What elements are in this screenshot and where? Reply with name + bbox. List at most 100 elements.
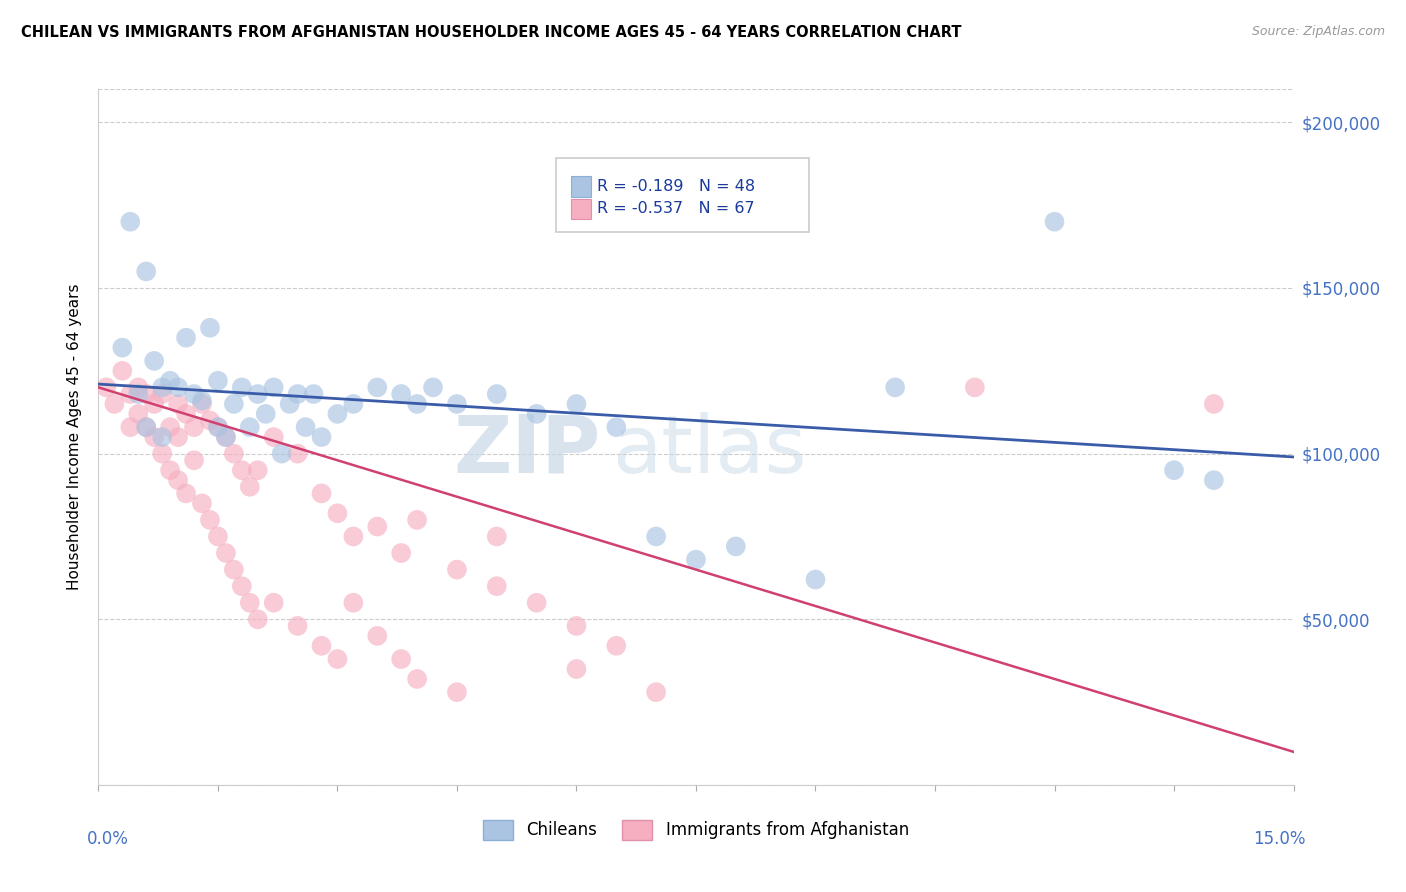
Text: R = -0.537   N = 67: R = -0.537 N = 67	[598, 202, 755, 217]
Text: 15.0%: 15.0%	[1253, 830, 1306, 848]
Point	[207, 374, 229, 388]
Point	[406, 513, 429, 527]
Point	[311, 639, 333, 653]
Point	[270, 447, 292, 461]
Point	[183, 387, 205, 401]
Point	[167, 380, 190, 394]
Point	[231, 380, 253, 394]
Point	[120, 420, 142, 434]
Point	[287, 619, 309, 633]
Point	[239, 480, 262, 494]
Point	[135, 387, 157, 401]
Point	[278, 397, 301, 411]
Point	[446, 563, 468, 577]
Point	[254, 407, 277, 421]
Point	[485, 579, 508, 593]
Text: 0.0%: 0.0%	[87, 830, 128, 848]
Point	[120, 387, 142, 401]
Point	[287, 447, 309, 461]
Point	[406, 672, 429, 686]
Point	[565, 619, 588, 633]
Point	[1043, 215, 1066, 229]
Point	[143, 397, 166, 411]
Point	[183, 453, 205, 467]
Point	[366, 519, 388, 533]
Point	[311, 486, 333, 500]
Point	[389, 546, 412, 560]
Point	[167, 430, 190, 444]
Point	[135, 264, 157, 278]
Point	[366, 380, 388, 394]
Point	[526, 596, 548, 610]
Point	[246, 387, 269, 401]
Point	[239, 596, 262, 610]
Point	[526, 407, 548, 421]
Point	[159, 463, 181, 477]
Point	[198, 413, 221, 427]
Point	[685, 552, 707, 566]
Point	[342, 397, 364, 411]
Point	[167, 473, 190, 487]
Point	[207, 529, 229, 543]
Point	[120, 215, 142, 229]
Point	[198, 513, 221, 527]
Point	[804, 573, 827, 587]
Point	[103, 397, 125, 411]
Point	[645, 685, 668, 699]
Point	[326, 407, 349, 421]
Point	[215, 430, 238, 444]
Point	[311, 430, 333, 444]
Point	[342, 529, 364, 543]
Point	[287, 387, 309, 401]
Point	[1202, 397, 1225, 411]
Point	[127, 387, 149, 401]
Text: ZIP: ZIP	[453, 412, 600, 490]
Point	[150, 447, 173, 461]
Text: R = -0.189   N = 48: R = -0.189 N = 48	[598, 179, 755, 194]
Point	[174, 486, 197, 500]
Point	[150, 430, 173, 444]
Text: CHILEAN VS IMMIGRANTS FROM AFGHANISTAN HOUSEHOLDER INCOME AGES 45 - 64 YEARS COR: CHILEAN VS IMMIGRANTS FROM AFGHANISTAN H…	[21, 25, 962, 40]
Point	[183, 420, 205, 434]
Point	[127, 407, 149, 421]
Y-axis label: Householder Income Ages 45 - 64 years: Householder Income Ages 45 - 64 years	[67, 284, 83, 591]
Point	[1163, 463, 1185, 477]
Point	[389, 387, 412, 401]
Point	[215, 430, 238, 444]
Point	[246, 463, 269, 477]
Point	[294, 420, 316, 434]
Point	[263, 596, 285, 610]
Point	[111, 364, 134, 378]
Point	[565, 397, 588, 411]
Point	[263, 430, 285, 444]
Point	[963, 380, 986, 394]
Point	[215, 546, 238, 560]
Point	[159, 374, 181, 388]
Point	[422, 380, 444, 394]
Point	[222, 397, 245, 411]
Point	[485, 387, 508, 401]
Point	[127, 380, 149, 394]
Point	[207, 420, 229, 434]
Point	[207, 420, 229, 434]
Point	[231, 579, 253, 593]
Point	[135, 420, 157, 434]
Point	[174, 407, 197, 421]
Point	[605, 420, 627, 434]
Point	[135, 420, 157, 434]
Point	[198, 320, 221, 334]
Point	[326, 652, 349, 666]
Point	[159, 420, 181, 434]
Point	[326, 506, 349, 520]
Point	[446, 685, 468, 699]
Point	[342, 596, 364, 610]
Point	[485, 529, 508, 543]
Text: atlas: atlas	[613, 412, 807, 490]
Point	[366, 629, 388, 643]
Point	[263, 380, 285, 394]
Point	[191, 393, 214, 408]
Point	[111, 341, 134, 355]
Point	[302, 387, 325, 401]
Point	[150, 380, 173, 394]
Legend: Chileans, Immigrants from Afghanistan: Chileans, Immigrants from Afghanistan	[477, 814, 915, 847]
